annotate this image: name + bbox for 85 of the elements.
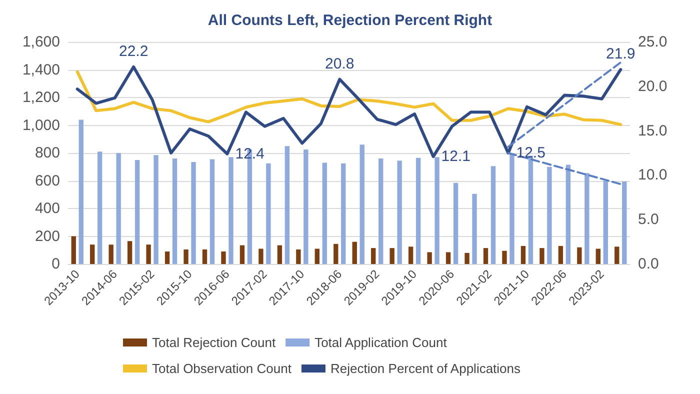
y-tick-label: 600 bbox=[34, 172, 60, 190]
y2-tick-label: 10.0 bbox=[638, 166, 668, 184]
legend-label: Rejection Percent of Applications bbox=[330, 361, 522, 376]
bar bbox=[127, 241, 132, 264]
bar bbox=[221, 252, 226, 264]
data-label: 21.9 bbox=[606, 46, 636, 63]
bar bbox=[334, 244, 338, 264]
bar bbox=[277, 245, 282, 264]
y-tick-label: 200 bbox=[34, 228, 60, 245]
bar bbox=[390, 248, 394, 264]
bar bbox=[603, 180, 608, 264]
bar bbox=[540, 248, 544, 264]
bar bbox=[397, 160, 402, 264]
bar bbox=[146, 244, 151, 264]
bar bbox=[191, 162, 196, 264]
bar bbox=[90, 244, 95, 264]
bar bbox=[98, 152, 102, 264]
y2-tick-label: 20.0 bbox=[638, 78, 668, 95]
y2-tick-label: 5.0 bbox=[638, 211, 659, 228]
bar bbox=[434, 157, 440, 264]
bar bbox=[202, 249, 208, 264]
data-label: 22.2 bbox=[118, 42, 148, 60]
bar bbox=[228, 157, 234, 264]
y-tick-label: 0 bbox=[52, 256, 60, 272]
y-tick-label: 400 bbox=[34, 200, 60, 217]
bar bbox=[483, 248, 488, 264]
bar bbox=[352, 242, 357, 264]
bar bbox=[322, 162, 327, 264]
bar bbox=[472, 194, 477, 264]
bar bbox=[371, 248, 376, 264]
bar bbox=[78, 120, 84, 264]
bar bbox=[71, 236, 76, 264]
bar bbox=[408, 246, 414, 264]
bar bbox=[490, 166, 496, 264]
bar bbox=[584, 173, 590, 264]
bar bbox=[134, 160, 140, 264]
bar bbox=[446, 252, 451, 264]
bar bbox=[453, 182, 458, 264]
data-label: 12.1 bbox=[441, 148, 471, 166]
bar bbox=[622, 181, 627, 264]
bar bbox=[172, 158, 178, 264]
bar bbox=[378, 158, 384, 264]
y-tick-label: 1,600 bbox=[22, 34, 60, 50]
legend-label: Total Rejection Count bbox=[152, 335, 276, 350]
y-tick-label: 1,400 bbox=[22, 61, 60, 78]
bar bbox=[304, 150, 308, 264]
bar bbox=[210, 159, 215, 264]
bar bbox=[614, 246, 620, 264]
bar bbox=[258, 248, 264, 264]
bar bbox=[314, 248, 320, 264]
data-label: 12.4 bbox=[235, 145, 264, 162]
bar bbox=[416, 158, 421, 264]
bar bbox=[566, 164, 571, 264]
legend-label: Total Observation Count bbox=[152, 361, 292, 376]
bar bbox=[427, 252, 432, 264]
bar bbox=[547, 166, 552, 264]
y2-tick-label: 15.0 bbox=[638, 122, 668, 140]
bar bbox=[108, 244, 114, 264]
bar bbox=[577, 247, 582, 264]
bar bbox=[116, 153, 121, 264]
bar bbox=[558, 246, 564, 264]
y2-tick-label: 0.0 bbox=[638, 256, 659, 272]
legend-label: Total Application Count bbox=[314, 335, 448, 350]
bar bbox=[184, 249, 188, 264]
bar bbox=[341, 163, 346, 264]
bar bbox=[240, 245, 245, 264]
data-label: 12.5 bbox=[516, 144, 546, 162]
y-tick-label: 800 bbox=[34, 144, 60, 162]
chart-title: All Counts Left, Rejection Percent Right bbox=[208, 12, 492, 29]
bar bbox=[284, 146, 290, 264]
bar bbox=[502, 250, 507, 264]
bar bbox=[296, 249, 301, 264]
y2-tick-label: 25.0 bbox=[638, 34, 668, 50]
data-label: 20.8 bbox=[325, 55, 354, 72]
y-tick-label: 1,000 bbox=[22, 116, 60, 134]
bar bbox=[510, 154, 514, 264]
bar bbox=[266, 163, 271, 264]
bar bbox=[154, 155, 158, 264]
bar bbox=[164, 252, 170, 264]
bar bbox=[360, 144, 364, 264]
bar bbox=[464, 252, 470, 264]
bar bbox=[520, 246, 526, 264]
bar bbox=[596, 248, 600, 264]
y-tick-label: 1,200 bbox=[22, 89, 60, 106]
line-series bbox=[76, 70, 622, 126]
